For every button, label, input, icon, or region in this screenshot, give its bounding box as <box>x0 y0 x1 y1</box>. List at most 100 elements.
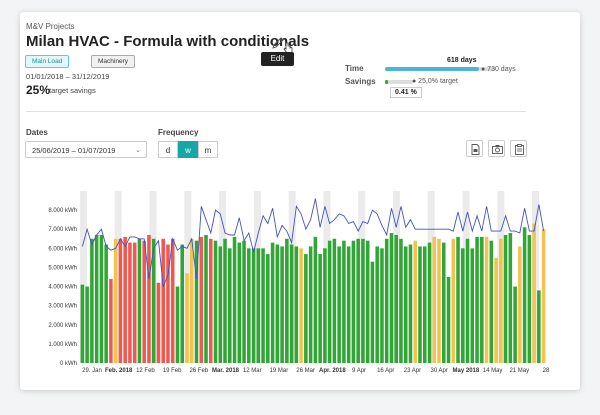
chart-bar <box>499 238 503 363</box>
chart-bar <box>223 238 227 363</box>
chart-bar <box>156 282 161 363</box>
chart-bar <box>527 234 532 363</box>
chart-bar <box>489 240 494 363</box>
y-tick-label: 1.000 kWh <box>48 342 77 348</box>
chart-bar <box>204 234 208 363</box>
chart-bar <box>356 238 360 363</box>
tag-machinery[interactable]: Machinery <box>91 55 135 68</box>
chart-bar <box>289 244 294 363</box>
chart-bar <box>208 238 213 363</box>
chart-bar <box>432 236 437 363</box>
chart-bar <box>313 236 318 363</box>
time-value: 618 days <box>447 57 477 64</box>
clipboard-button[interactable] <box>510 140 527 157</box>
frequency-option-m[interactable]: m <box>198 141 218 158</box>
x-tick-label: 16 Apr <box>377 368 394 374</box>
frequency-option-w[interactable]: w <box>178 141 198 158</box>
chart-bar <box>380 248 384 363</box>
chart-bar <box>323 248 327 363</box>
x-tick-label: 12 Feb <box>136 368 155 374</box>
x-tick-label: 28 <box>543 368 550 374</box>
chart-bar <box>403 246 408 363</box>
chart-bar <box>337 246 341 363</box>
chart-bar <box>185 273 189 363</box>
chart-bar <box>123 236 127 363</box>
x-tick-label: 30 Apr <box>430 368 447 374</box>
chart-bar <box>418 246 422 363</box>
chart-bar <box>413 240 418 363</box>
chart-bar <box>199 236 204 363</box>
x-tick-label: 12 Mar <box>243 368 262 374</box>
chart-bar <box>147 234 151 363</box>
edit-tooltip: Edit <box>261 52 294 66</box>
x-tick-label: 21 May <box>509 368 529 374</box>
chart-bar <box>365 240 370 363</box>
y-tick-label: 3.000 kWh <box>48 304 77 310</box>
chart-bar <box>513 286 517 363</box>
chart-bar <box>142 240 146 363</box>
tag-main-load[interactable]: Main Load <box>25 55 70 68</box>
x-tick-label: Feb. 2018 <box>105 368 133 374</box>
x-tick-label: Apr. 2018 <box>319 368 346 374</box>
breadcrumb[interactable]: M&V Projects <box>26 22 75 31</box>
chart-bar <box>318 254 322 363</box>
chart-bar <box>285 238 289 363</box>
pencil-icon[interactable] <box>271 36 285 50</box>
target-savings-percent: 25% <box>26 83 51 97</box>
x-tick-label: 29. Jan <box>82 368 102 374</box>
x-tick-label: 26 Feb <box>189 368 208 374</box>
savings-progress-bar <box>385 80 413 84</box>
chart-bar <box>422 246 427 363</box>
chart-bar <box>537 290 541 363</box>
time-progress-bar <box>385 67 495 71</box>
chart-bar <box>128 242 132 363</box>
dates-value: 25/06/2019 – 01/07/2019 <box>32 146 116 155</box>
x-tick-label: 14 May <box>483 368 503 374</box>
chart-bar <box>456 236 460 363</box>
chart-bar <box>541 229 546 363</box>
chart-bar <box>294 246 299 363</box>
chart-bar <box>166 244 170 363</box>
chart-bar <box>213 240 218 363</box>
chart-bar <box>480 236 484 363</box>
section-divider <box>26 111 526 112</box>
chart-bar <box>408 244 413 363</box>
savings-label: Savings <box>345 77 376 86</box>
chart-bar <box>113 238 118 363</box>
pdf-icon <box>471 144 480 155</box>
chart-bar <box>446 277 451 363</box>
x-tick-label: 19 Mar <box>270 368 289 374</box>
camera-icon <box>492 145 503 154</box>
chart-bar <box>532 223 536 363</box>
chart-bar <box>261 248 265 363</box>
chart-bar <box>80 284 85 363</box>
week-band <box>323 191 331 363</box>
y-tick-label: 2.000 kWh <box>48 323 77 329</box>
target-savings-label: target savings <box>49 86 96 95</box>
chart-bar <box>375 246 379 363</box>
chart-bar <box>299 248 303 363</box>
dates-select[interactable]: 25/06/2019 – 01/07/2019 ⌄ <box>25 141 147 158</box>
chart-bar <box>384 238 389 363</box>
screenshot-button[interactable] <box>488 140 505 157</box>
frequency-option-d[interactable]: d <box>158 141 178 158</box>
chart-bar <box>522 227 527 363</box>
hand-cursor-icon <box>283 42 293 54</box>
y-tick-label: 6.000 kWh <box>48 246 77 252</box>
chart-bar <box>518 246 522 363</box>
chart-bar <box>137 238 142 363</box>
chart-bar <box>308 246 313 363</box>
chart-bar <box>170 238 175 363</box>
x-tick-label: Mar. 2018 <box>212 368 240 374</box>
chart-bar <box>370 261 375 363</box>
y-tick-label: 5.000 kWh <box>48 265 77 271</box>
pdf-button[interactable] <box>466 140 483 157</box>
consumption-line <box>81 198 545 287</box>
week-band <box>80 191 87 363</box>
chart-bar <box>280 246 284 363</box>
chart-bar <box>99 234 104 363</box>
chart-bar <box>161 238 165 363</box>
chart-bar <box>228 248 232 363</box>
chart-bar <box>256 248 261 363</box>
